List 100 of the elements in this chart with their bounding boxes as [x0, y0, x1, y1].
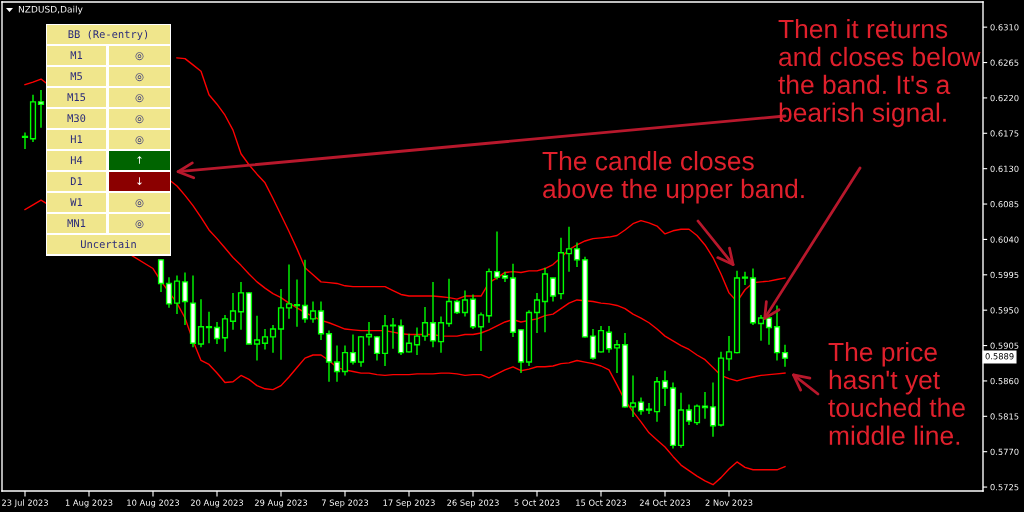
y-tick-label: 0.6265	[990, 59, 1019, 66]
candlestick	[317, 300, 325, 341]
annotation: M30	[67, 114, 86, 123]
candlestick	[173, 274, 181, 315]
annotation: ◎	[135, 115, 144, 124]
candlestick	[221, 314, 229, 353]
y-tick-label: 0.6220	[990, 94, 1019, 102]
candlestick	[397, 318, 405, 356]
candlestick	[277, 288, 285, 361]
annotation: M15	[67, 93, 86, 102]
candlestick	[357, 335, 365, 368]
annotation: ◎	[135, 52, 144, 61]
candlestick	[197, 298, 205, 348]
annotation: Uncertain	[81, 239, 136, 249]
candlestick	[669, 381, 677, 450]
candlestick	[461, 289, 469, 318]
candlestick	[757, 314, 765, 342]
candlestick	[557, 237, 565, 300]
candlestick	[261, 328, 269, 351]
y-tick-label: 0.5815	[990, 413, 1019, 420]
candlestick	[741, 270, 749, 286]
y-tick-label: 0.6040	[990, 236, 1019, 243]
x-tick-label: 26 Sep 2023	[447, 499, 499, 508]
candlestick	[597, 325, 605, 354]
annotation: MN1	[67, 219, 86, 227]
candlestick	[421, 306, 429, 342]
annotation: The candle closes above the upper band.	[542, 151, 804, 204]
candlestick	[493, 230, 501, 281]
annotation: BB (Re-entry)	[68, 30, 148, 41]
candlestick	[29, 94, 37, 143]
x-tick-label: 29 Aug 2023	[254, 499, 308, 508]
candlestick	[165, 276, 173, 309]
candlestick	[525, 309, 533, 367]
y-tick-label: 0.5725	[990, 484, 1019, 491]
x-tick-label: 7 Sep 2023	[321, 499, 369, 508]
candlestick	[365, 321, 373, 347]
candlestick	[573, 241, 581, 268]
candlestick	[189, 274, 197, 348]
candlestick	[253, 314, 261, 362]
candlestick	[389, 317, 397, 350]
candlestick	[485, 267, 493, 324]
candlestick	[37, 89, 45, 129]
candlestick	[661, 370, 669, 407]
candlestick	[717, 351, 725, 428]
text: 0.5889	[985, 353, 1014, 360]
x-tick-label: 17 Sep 2023	[383, 499, 435, 508]
candlestick	[269, 324, 277, 354]
candlestick	[333, 344, 341, 383]
candlestick	[693, 403, 701, 426]
candlestick	[285, 263, 293, 320]
candlestick	[157, 258, 165, 293]
x-tick-label: 15 Oct 2023	[576, 499, 627, 506]
candlestick	[205, 311, 213, 344]
candlestick	[301, 259, 309, 324]
candlestick	[765, 315, 773, 346]
y-tick-label: 0.6175	[990, 130, 1019, 137]
x-tick-label: 23 Jul 2023	[2, 499, 48, 508]
candlestick	[589, 328, 597, 361]
x-tick-label: 1 Aug 2023	[65, 499, 113, 508]
candlestick	[701, 391, 709, 420]
y-tick-label: 0.6310	[990, 24, 1019, 31]
y-tick-label: 0.6085	[990, 201, 1019, 208]
candlestick	[501, 270, 509, 283]
candlestick	[181, 271, 189, 326]
candlestick	[349, 333, 357, 366]
candlestick	[781, 344, 789, 368]
y-tick-label: 0.5905	[990, 342, 1019, 349]
y-tick-label: 0.5950	[990, 307, 1019, 314]
candlestick	[245, 291, 253, 346]
candlestick	[437, 315, 445, 354]
annotation: H4	[70, 156, 83, 164]
annotation: W1	[70, 198, 83, 206]
candlestick	[213, 321, 221, 345]
candlestick	[581, 256, 589, 339]
annotation: H1	[70, 135, 83, 143]
candlestick	[565, 226, 573, 273]
candlestick	[549, 276, 557, 303]
candlestick	[645, 402, 653, 415]
candlestick	[293, 278, 301, 328]
chart-title: NZDUSD,Daily	[18, 5, 83, 15]
annotation: The price hasn't yet touched the middle line.	[828, 342, 965, 445]
x-tick-label: 10 Aug 2023	[127, 499, 180, 508]
candlestick	[373, 335, 381, 362]
candlestick	[469, 293, 477, 330]
annotation: ◎	[135, 220, 144, 229]
annotation: D1	[70, 177, 83, 185]
y-tick-label: 0.5860	[990, 377, 1019, 385]
y-tick-label: 0.5995	[990, 271, 1019, 279]
candlestick	[685, 403, 693, 426]
candlestick	[725, 335, 733, 372]
candlestick	[533, 292, 541, 334]
y-tick-label: 0.6130	[990, 165, 1019, 172]
x-tick-label: 2 Nov 2023	[705, 499, 753, 506]
annotation: M5	[70, 72, 82, 81]
candlestick	[429, 281, 437, 348]
candlestick	[709, 381, 717, 438]
annotation: Then it returns and closes below the band. It's a bearish signal.	[778, 19, 981, 128]
candlestick	[509, 263, 517, 338]
candlestick	[405, 333, 413, 354]
candlestick	[453, 299, 461, 315]
